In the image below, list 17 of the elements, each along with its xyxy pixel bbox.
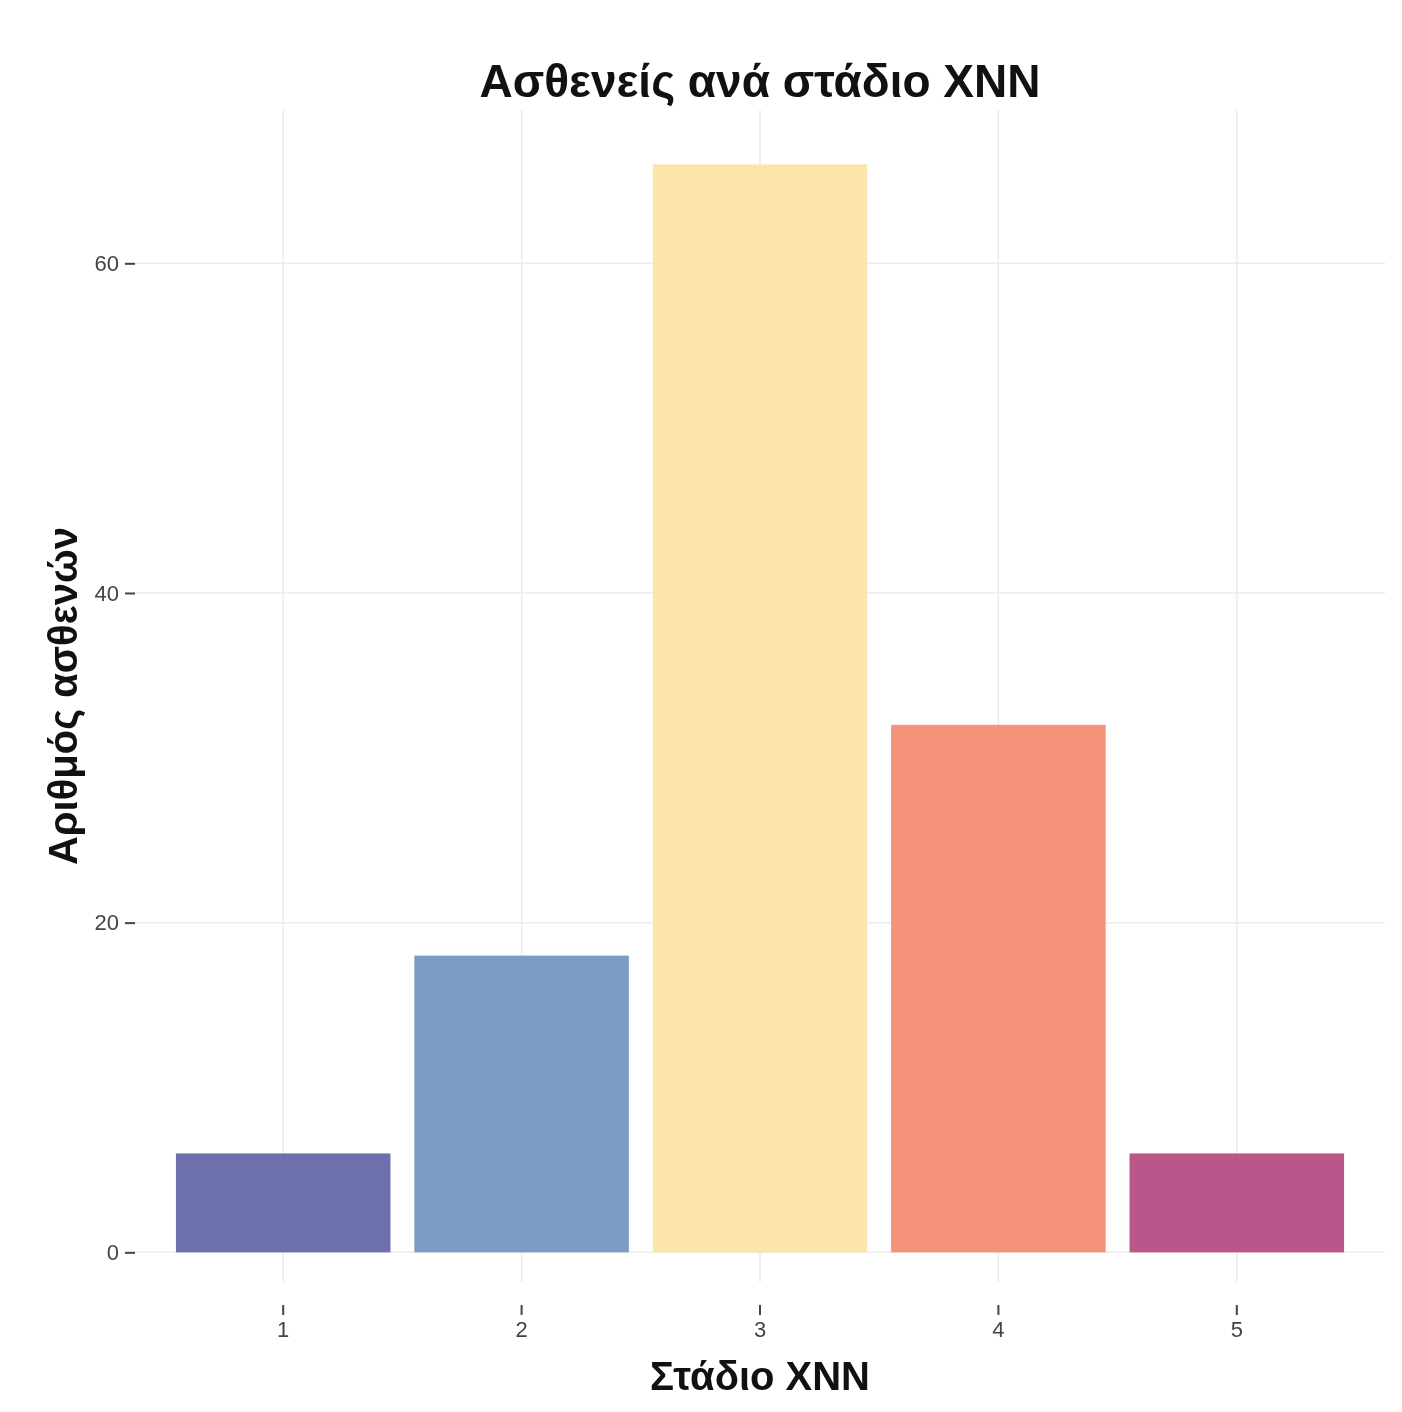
y-tick-label: 40 bbox=[94, 580, 119, 606]
bar bbox=[1129, 1153, 1345, 1253]
bar bbox=[414, 955, 629, 1253]
y-tick-label: 20 bbox=[94, 910, 119, 936]
y-tick-label: 0 bbox=[106, 1239, 119, 1265]
x-axis-title: Στάδιο ΧΝΝ bbox=[649, 1354, 871, 1398]
y-axis-title: Αριθμός ασθενών bbox=[41, 526, 86, 866]
x-tick-label: 2 bbox=[515, 1316, 528, 1342]
bar bbox=[652, 164, 868, 1253]
chart-title: Ασθενείς ανά στάδιο ΧΝΝ bbox=[479, 55, 1041, 107]
bar bbox=[175, 1153, 391, 1253]
x-tick-label: 3 bbox=[753, 1316, 767, 1342]
x-tick-label: 4 bbox=[992, 1316, 1005, 1342]
x-tick-label: 5 bbox=[1230, 1316, 1243, 1342]
y-tick-label: 60 bbox=[94, 250, 119, 276]
x-tick-label: 1 bbox=[277, 1316, 290, 1342]
bar bbox=[891, 724, 1106, 1253]
